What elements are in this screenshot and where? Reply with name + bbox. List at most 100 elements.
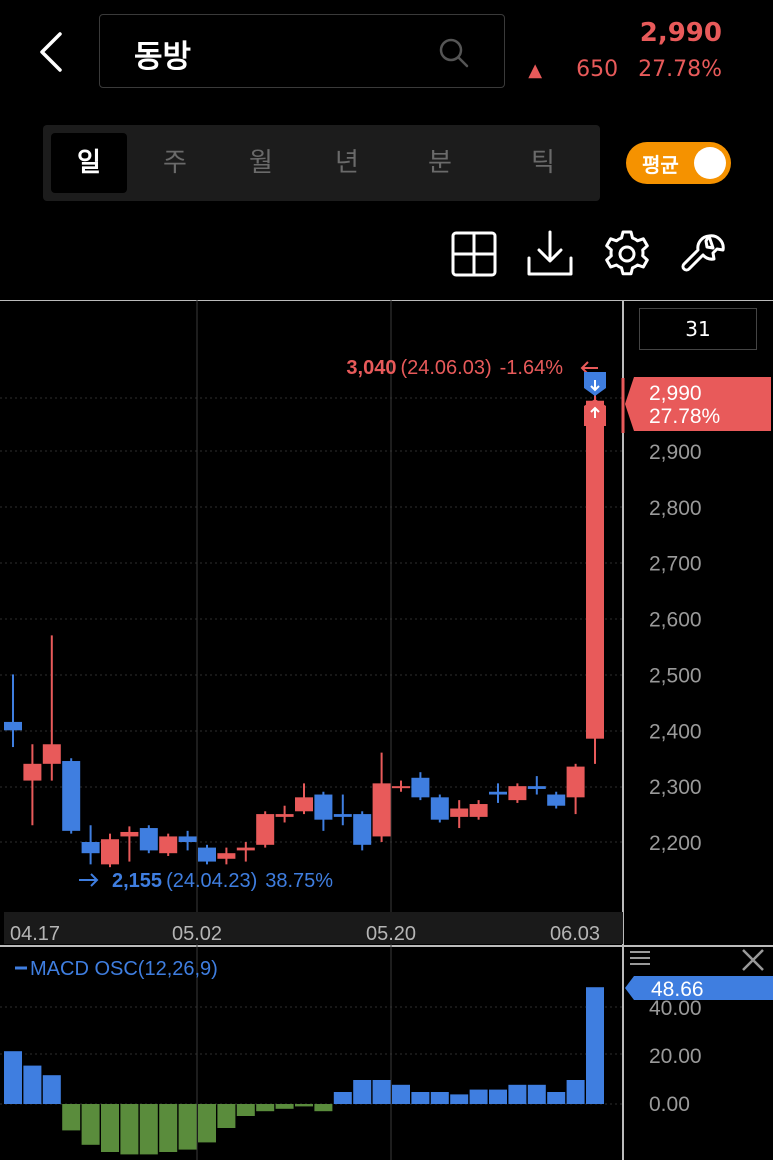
candle [4,674,22,748]
candle-body [275,814,294,817]
candle [372,752,391,843]
high-price-annotation: 3,040 (24.06.03) -1.64% [346,357,563,379]
candle [586,372,604,764]
average-toggle-label: 평균 [642,153,679,177]
osc-y-tick-label: 0.00 [649,1093,690,1116]
stock-chart[interactable]: 04.17 05.02 05.20 06.03 2,900 2,800 2,700 2,600… [0,300,773,1160]
candle [256,811,275,848]
osc-current-tag-bg [625,976,773,1000]
y-tick-label: 2,600 [649,609,702,632]
candle-body [159,836,178,854]
candle [489,783,507,803]
stock-search-field[interactable]: 동방 [99,14,505,88]
osc-bar [198,1104,216,1143]
tab-minute[interactable]: 분 [428,148,452,178]
osc-bar [62,1104,81,1131]
osc-bar [586,987,604,1104]
candle-body [508,786,527,801]
layout-button[interactable] [448,228,500,280]
up-arrow-icon: ▲ [528,60,543,81]
candle [101,833,119,868]
settings-button[interactable] [601,228,653,280]
candle [314,791,333,831]
candle [333,794,352,826]
current-price-tag-price: 2,990 [649,382,702,405]
candle [295,783,313,815]
tab-tick[interactable]: 틱 [531,148,555,178]
candle [198,844,216,865]
osc-bar [81,1104,100,1145]
candle [392,780,410,792]
candle-body [353,814,372,845]
y-tick-label: 2,300 [649,776,702,799]
osc-bar [411,1092,430,1104]
osc-bar [392,1084,410,1104]
wrench-icon [681,234,725,272]
y-tick-label: 2,700 [649,553,702,576]
candle [159,833,178,856]
candle-body [139,828,158,851]
candle-body [411,777,430,798]
candle-body [566,766,585,798]
settings-gear-icon [605,230,649,276]
candle [42,635,61,781]
osc-bar [101,1104,119,1152]
candle-body [314,794,333,820]
osc-bar [120,1104,139,1155]
candle-body [547,794,566,806]
osc-bar [527,1084,546,1104]
candle [236,842,255,862]
candle [120,826,139,862]
candle-body [392,786,410,789]
candle-body [527,786,546,789]
download-button[interactable] [524,228,576,280]
osc-bar [489,1089,507,1104]
low-price-date: (24.04.23) [166,870,257,892]
y-tick-label: 2,500 [649,664,702,687]
candle [139,825,158,854]
osc-bar [314,1104,333,1112]
candle-body [198,847,216,862]
search-input[interactable]: 동방 [134,39,192,75]
marker-arrow-up [590,406,600,418]
tab-year[interactable]: 년 [335,148,359,178]
x-tick-label: 05.02 [172,923,222,945]
y-tick-label: 2,400 [649,720,702,743]
osc-bar [23,1065,42,1104]
candle [217,847,236,865]
candle [566,763,585,815]
osc-bar [353,1080,372,1104]
candle [411,772,430,801]
back-button[interactable] [30,28,74,76]
osc-bar [159,1104,178,1152]
osc-bar [275,1104,294,1109]
period-input[interactable]: 31 [639,308,757,350]
high-price-date: (24.06.03) [400,357,491,379]
x-tick-label: 04.17 [10,923,60,945]
osc-bar [256,1104,275,1112]
y-tick-label: 2,900 [649,441,702,464]
chevron-left-icon [40,32,62,72]
y-tick-label: 2,800 [649,497,702,520]
osc-bar [333,1092,352,1104]
tab-month[interactable]: 월 [249,148,273,178]
candle-body [178,836,197,843]
search-icon[interactable] [438,37,470,69]
candle-body [295,797,313,812]
low-price-value: 2,155 [112,870,162,892]
candle-body [586,400,604,739]
osc-bar [217,1104,236,1128]
osc-bar [236,1104,255,1116]
tools-button[interactable] [679,228,731,280]
candle-body [81,842,100,854]
candle-body [372,783,391,837]
tab-week[interactable]: 주 [163,148,187,178]
tab-day[interactable]: 일 [51,133,127,193]
osc-bar [450,1094,469,1104]
candle-body [4,721,22,731]
osc-current-tag: 48.66 [625,976,773,1001]
average-toggle[interactable]: 평균 [626,142,731,184]
candle-body [42,744,61,764]
osc-bar [42,1075,61,1104]
close-icon [742,949,764,971]
